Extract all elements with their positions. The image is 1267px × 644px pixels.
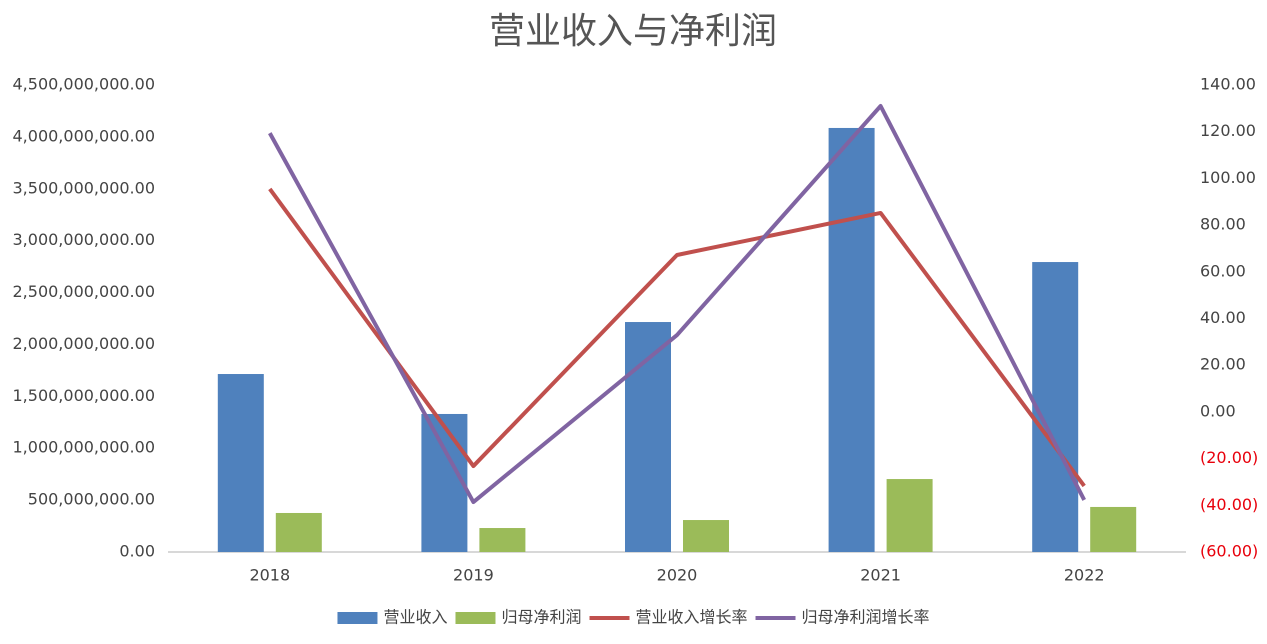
legend-label: 营业收入 [383, 608, 447, 627]
y-tick-label: 500,000,000.00 [28, 490, 155, 509]
y2-tick-label: 20.00 [1200, 355, 1246, 374]
y2-tick-label: 0.00 [1200, 401, 1236, 420]
y2-tick-label: 100.00 [1200, 168, 1256, 187]
x-tick-label: 2022 [1064, 566, 1105, 585]
x-tick-label: 2018 [249, 566, 290, 585]
line [268, 104, 1086, 505]
bar [421, 413, 468, 552]
x-tick-label: 2019 [453, 566, 494, 585]
legend-label: 营业收入增长率 [636, 608, 748, 627]
y-tick-label: 2,000,000,000.00 [13, 334, 156, 353]
y2-tick-label: (60.00) [1200, 542, 1258, 561]
legend-swatch [337, 612, 378, 624]
legend-label: 归母净利润 [501, 608, 581, 627]
y-tick-label: 1,000,000,000.00 [13, 438, 156, 457]
bar [1090, 506, 1137, 552]
y-tick-label: 1,500,000,000.00 [13, 386, 156, 405]
x-tick-label: 2020 [657, 566, 698, 585]
bar [828, 127, 875, 553]
y2-tick-label: 40.00 [1200, 308, 1246, 327]
y-tick-label: 2,500,000,000.00 [13, 282, 156, 301]
line [268, 187, 1086, 488]
y2-tick-label: 60.00 [1200, 261, 1246, 280]
bar [479, 528, 526, 552]
y2-tick-label: 140.00 [1200, 75, 1256, 94]
legend-swatch [455, 612, 496, 624]
y-tick-label: 3,500,000,000.00 [13, 178, 156, 197]
y-tick-label: 4,500,000,000.00 [13, 75, 156, 94]
legend-label: 归母净利润增长率 [802, 608, 930, 627]
bar [275, 512, 322, 552]
y2-tick-label: 120.00 [1200, 121, 1256, 140]
bar [683, 520, 729, 552]
chart-title: 营业收入与净利润 [489, 11, 777, 52]
y-tick-label: 4,000,000,000.00 [13, 126, 156, 145]
y2-tick-label: (40.00) [1200, 495, 1258, 514]
y-tick-label: 0.00 [119, 542, 155, 561]
y2-tick-label: 80.00 [1200, 215, 1246, 234]
x-tick-label: 2021 [860, 566, 901, 585]
y-tick-label: 3,000,000,000.00 [13, 230, 156, 249]
y2-tick-label: (20.00) [1200, 448, 1258, 467]
bar [886, 479, 933, 552]
bar [1032, 262, 1079, 552]
bar [217, 374, 264, 552]
